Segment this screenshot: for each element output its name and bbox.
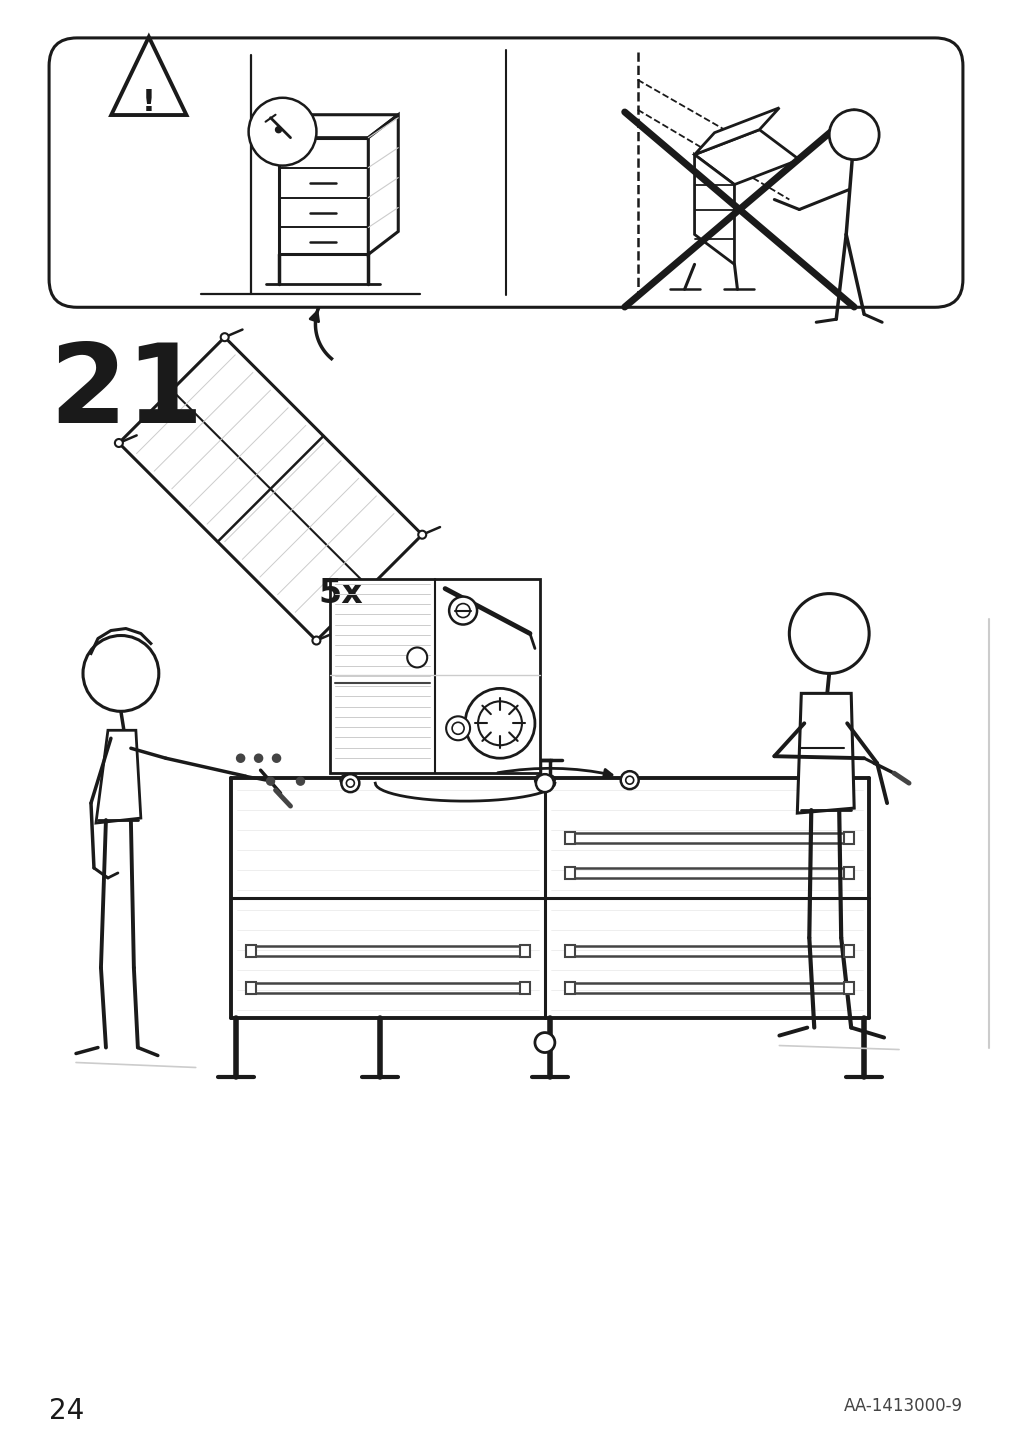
- Polygon shape: [694, 107, 778, 155]
- Circle shape: [465, 689, 535, 758]
- Circle shape: [477, 702, 522, 745]
- Text: 5x: 5x: [318, 577, 363, 610]
- Circle shape: [220, 334, 228, 341]
- Circle shape: [340, 775, 350, 785]
- Bar: [246, 982, 256, 994]
- Polygon shape: [111, 37, 186, 115]
- Polygon shape: [278, 115, 398, 137]
- Bar: [520, 982, 530, 994]
- Circle shape: [237, 755, 244, 762]
- Text: 21: 21: [49, 339, 203, 447]
- Circle shape: [83, 636, 159, 712]
- Circle shape: [452, 722, 464, 735]
- Bar: [843, 832, 853, 843]
- FancyBboxPatch shape: [49, 37, 962, 308]
- Circle shape: [255, 755, 262, 762]
- Circle shape: [544, 775, 554, 785]
- Circle shape: [536, 775, 553, 792]
- Circle shape: [449, 597, 476, 624]
- Circle shape: [296, 778, 304, 785]
- Bar: [246, 945, 256, 957]
- Circle shape: [273, 755, 280, 762]
- Circle shape: [620, 772, 638, 789]
- Bar: [330, 579, 540, 773]
- Bar: [564, 945, 574, 957]
- Circle shape: [341, 775, 359, 792]
- Circle shape: [249, 97, 316, 166]
- Circle shape: [828, 110, 879, 159]
- Polygon shape: [694, 155, 734, 265]
- Text: !: !: [142, 89, 156, 117]
- Circle shape: [266, 778, 274, 785]
- Polygon shape: [694, 130, 799, 185]
- Circle shape: [625, 776, 633, 785]
- Bar: [843, 866, 853, 879]
- Polygon shape: [797, 693, 853, 813]
- Bar: [843, 982, 853, 994]
- Bar: [564, 982, 574, 994]
- Circle shape: [275, 126, 281, 133]
- Text: AA-1413000-9: AA-1413000-9: [843, 1396, 962, 1415]
- Circle shape: [312, 637, 320, 644]
- Circle shape: [346, 779, 354, 788]
- Circle shape: [456, 603, 470, 617]
- Circle shape: [115, 440, 122, 447]
- Polygon shape: [278, 137, 368, 255]
- Bar: [843, 945, 853, 957]
- Bar: [520, 945, 530, 957]
- Circle shape: [789, 594, 868, 673]
- Circle shape: [446, 716, 470, 740]
- Bar: [564, 866, 574, 879]
- Polygon shape: [368, 115, 398, 255]
- Circle shape: [535, 1032, 554, 1053]
- Bar: [564, 832, 574, 843]
- Circle shape: [406, 647, 427, 667]
- Circle shape: [418, 531, 426, 538]
- Text: 24: 24: [49, 1396, 84, 1425]
- Polygon shape: [96, 730, 141, 823]
- Circle shape: [535, 775, 544, 785]
